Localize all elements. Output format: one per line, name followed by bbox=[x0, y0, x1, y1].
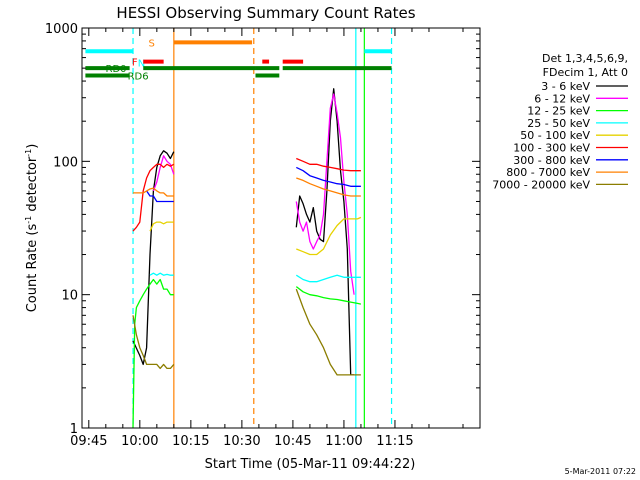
series-3-line-1 bbox=[295, 274, 361, 283]
series-7-line-0 bbox=[133, 187, 174, 197]
y-tick-label: 100 bbox=[53, 155, 78, 170]
flag-label-f: F bbox=[132, 58, 138, 69]
footer-date: 5-Mar-2011 07:22 bbox=[565, 467, 636, 476]
series-0-line-0 bbox=[132, 150, 175, 366]
flag-label-rd6: RD6 bbox=[128, 72, 149, 83]
x-tick-label: 10:00 bbox=[121, 434, 158, 449]
series-3-line-0 bbox=[149, 272, 174, 276]
legend-header-1: FDecim 1, Att 0 bbox=[543, 66, 628, 79]
series-2-line-0 bbox=[132, 278, 174, 429]
flag-label-n: N bbox=[138, 59, 145, 70]
legend-label-1: 6 - 12 keV bbox=[534, 92, 590, 105]
legend-label-7: 800 - 7000 keV bbox=[506, 166, 590, 179]
series-1-line-1 bbox=[295, 93, 355, 295]
legend-label-5: 100 - 300 keV bbox=[513, 142, 590, 155]
x-tick-label: 11:00 bbox=[325, 434, 362, 449]
axes: 09:45 10:00 10:15 10:30 10:45 11:00 11:15 1 10 10… bbox=[45, 22, 480, 449]
y-tick-label: 1000 bbox=[45, 22, 78, 37]
legend-label-0: 3 - 6 keV bbox=[541, 80, 590, 93]
legend: Det 1,3,4,5,6,9,FDecim 1, Att 03 - 6 keV… bbox=[492, 52, 628, 191]
y-tick-label: 10 bbox=[61, 289, 78, 304]
plot-frame bbox=[81, 27, 481, 429]
series-6-line-0 bbox=[146, 190, 174, 203]
series-6-line-1 bbox=[296, 166, 361, 187]
legend-label-6: 300 - 800 keV bbox=[513, 154, 590, 167]
series-2-line-1 bbox=[295, 286, 362, 305]
series-8-line-0 bbox=[132, 315, 175, 370]
flag-label-rd0: RD0 bbox=[106, 64, 127, 75]
flag-label-s: S bbox=[149, 38, 155, 49]
legend-label-4: 50 - 100 keV bbox=[520, 129, 590, 142]
x-axis-label: Start Time (05-Mar-11 09:44:22) bbox=[205, 457, 416, 472]
series-8-line-1 bbox=[295, 288, 361, 376]
y-axis-label: Count Rate (s-1 detector-1) bbox=[24, 144, 40, 313]
series-5-line-0 bbox=[132, 163, 175, 232]
legend-label-2: 12 - 25 keV bbox=[527, 105, 590, 118]
legend-header-0: Det 1,3,4,5,6,9, bbox=[542, 52, 628, 65]
series-7-line-1 bbox=[296, 177, 361, 197]
legend-label-3: 25 - 50 keV bbox=[527, 117, 590, 130]
series-4-line-0 bbox=[149, 221, 174, 232]
series-1-line-0 bbox=[152, 155, 175, 192]
legend-label-8: 7000 - 20000 keV bbox=[492, 178, 590, 191]
series-5-line-1 bbox=[296, 157, 361, 172]
series-0-line-1 bbox=[295, 88, 355, 376]
x-tick-label: 11:15 bbox=[376, 434, 413, 449]
x-tick-label: 09:45 bbox=[70, 434, 107, 449]
x-tick-label: 10:30 bbox=[223, 434, 260, 449]
series-4-line-1 bbox=[296, 216, 362, 256]
y-tick-label: 1 bbox=[70, 422, 78, 437]
x-tick-label: 10:45 bbox=[274, 434, 311, 449]
chart-title: HESSI Observing Summary Count Rates bbox=[116, 4, 415, 22]
x-tick-label: 10:15 bbox=[172, 434, 209, 449]
